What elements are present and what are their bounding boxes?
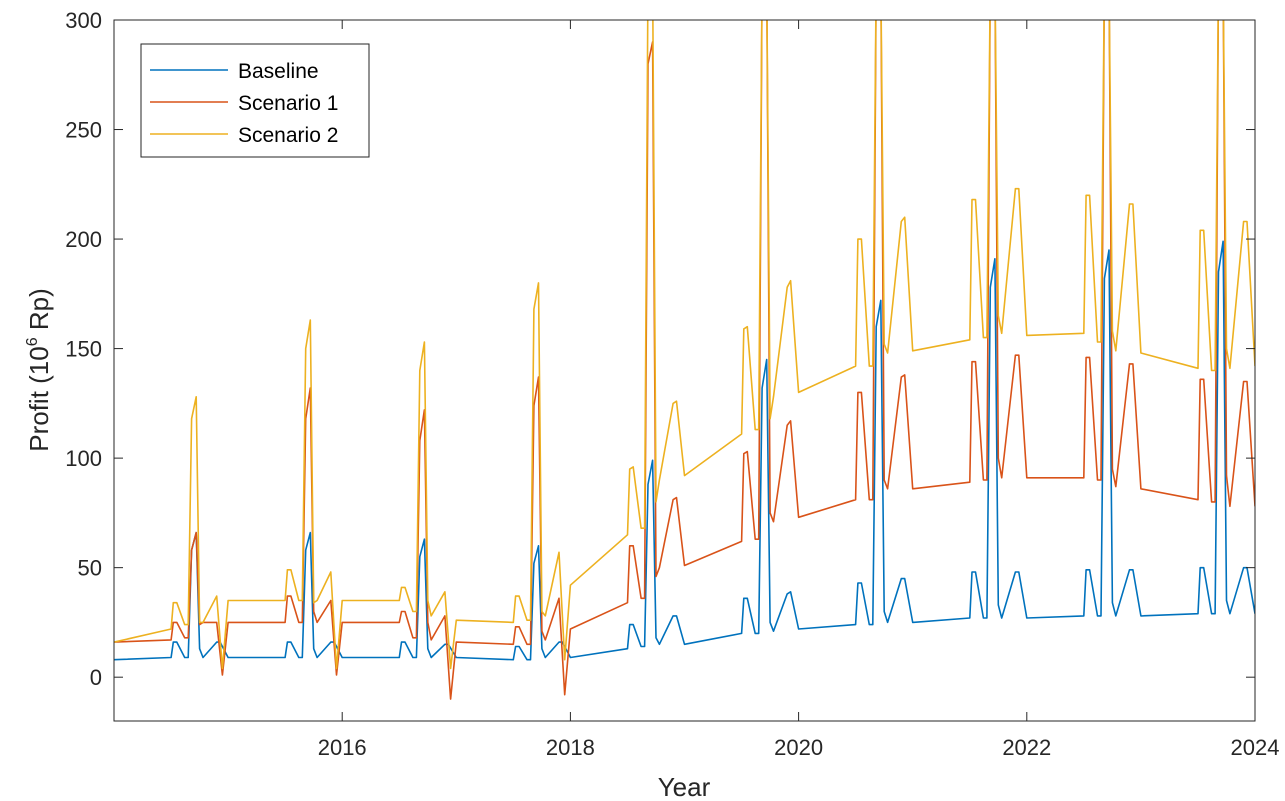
legend: Baseline Scenario 1 Scenario 2 [140, 43, 370, 158]
y-axis-label-exponent: 6 [24, 337, 41, 346]
series-line-scenario-1 [114, 20, 1255, 700]
y-tick-label: 100 [65, 446, 102, 471]
y-tick-label: 200 [65, 227, 102, 252]
x-axis-label: Year [658, 772, 711, 801]
x-tick-label: 2020 [774, 735, 823, 760]
y-tick-label: 0 [90, 665, 102, 690]
series-line-baseline [114, 240, 1255, 661]
plot-frame [113, 19, 1256, 722]
y-axis-label-main: Profit (10 [24, 346, 54, 452]
y-tick-label: 250 [65, 118, 102, 143]
y-tick-label: 150 [65, 337, 102, 362]
legend-label-scenario-2: Scenario 2 [238, 124, 338, 147]
y-axis-label: Profit (106 Rp) [24, 288, 54, 452]
legend-label-baseline: Baseline [238, 60, 319, 83]
x-tick-label: 2016 [318, 735, 367, 760]
y-axis-label-suffix: Rp) [24, 288, 54, 337]
y-tick-label: 300 [65, 8, 102, 33]
series-line-scenario-2 [114, 20, 1255, 670]
legend-label-scenario-1: Scenario 1 [238, 92, 338, 115]
y-tick-label: 50 [78, 556, 102, 581]
series-layer [114, 20, 1255, 700]
x-tick-label: 2022 [1002, 735, 1051, 760]
x-tick-label: 2018 [546, 735, 595, 760]
legend-box [140, 43, 370, 158]
x-tick-label: 2024 [1231, 735, 1280, 760]
tick-label-layer: 2016 2018 2020 2022 2024 0 50 100 150 200 250 300 [65, 8, 1279, 760]
tick-layer [114, 19, 1256, 721]
